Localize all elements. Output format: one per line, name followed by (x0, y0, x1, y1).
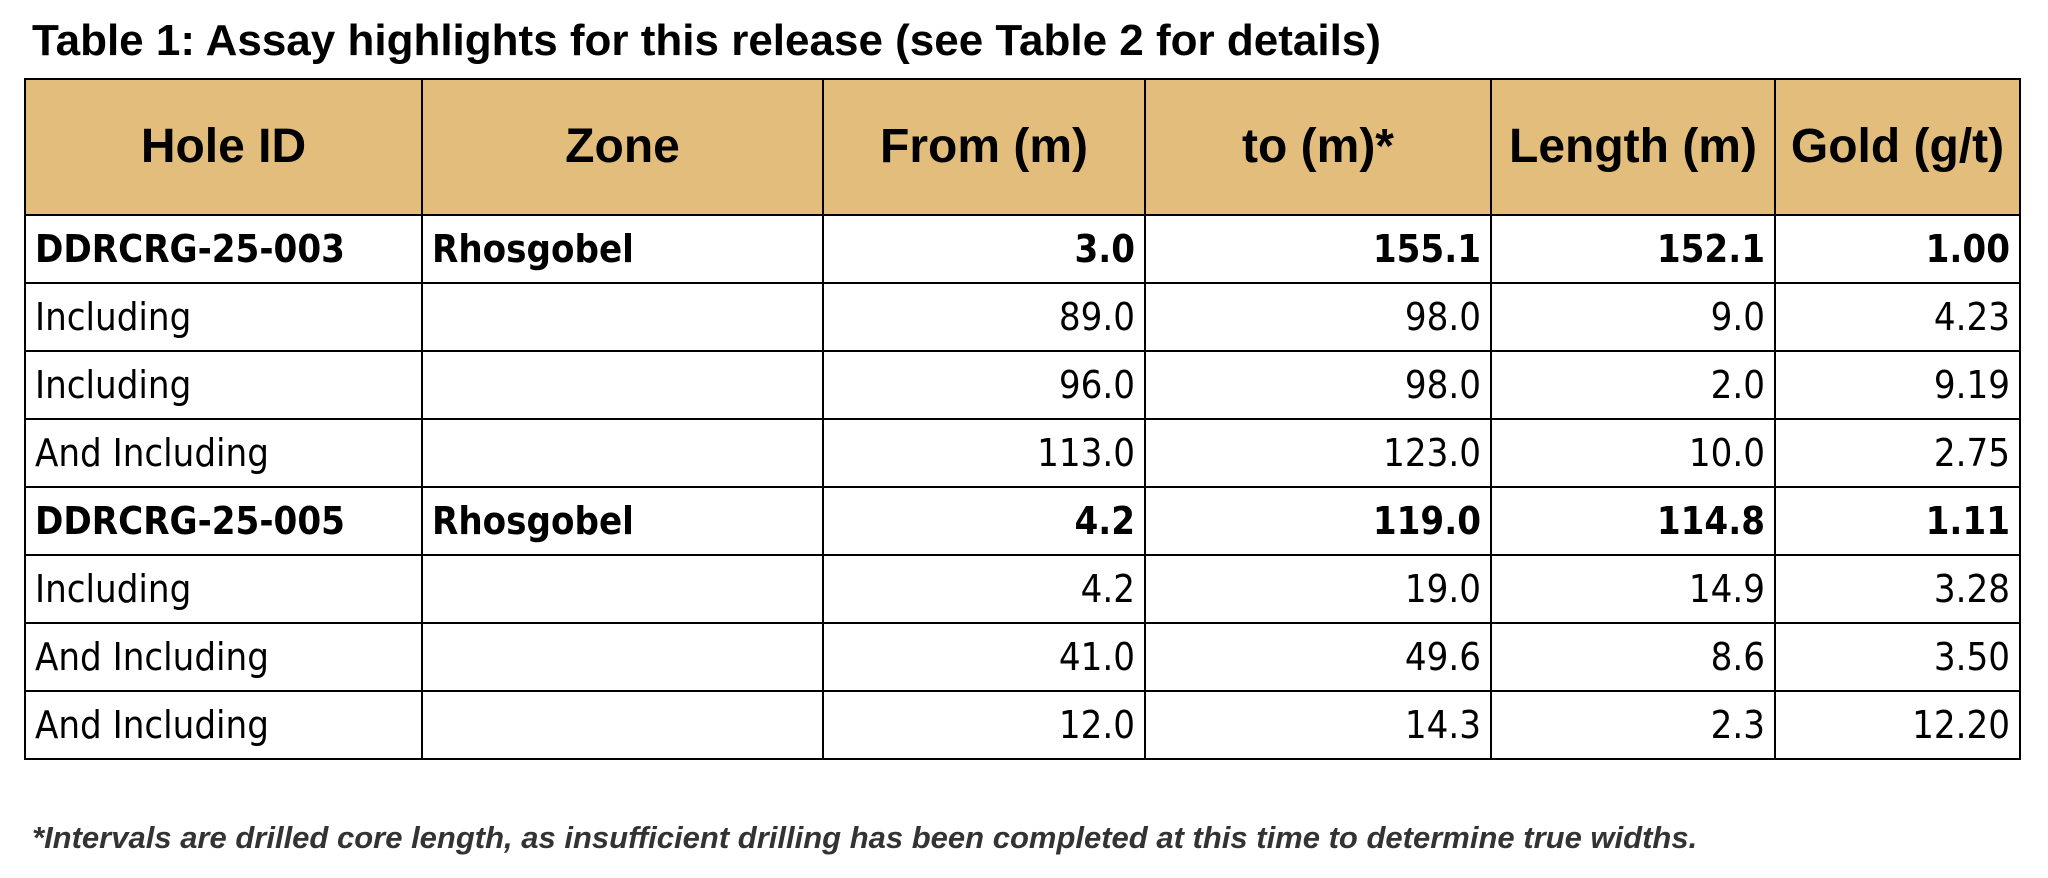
table-cell: 9.19 (1774, 350, 2021, 420)
table-cell: Including (24, 282, 423, 352)
header-cell: Zone (421, 78, 824, 216)
table-cell (421, 418, 824, 488)
table-cell: 3.50 (1774, 622, 2021, 692)
table-cell: Including (24, 554, 423, 624)
table-cell (421, 350, 824, 420)
table-row: Including 4.2 19.0 14.9 3.28 (24, 554, 2021, 624)
table-cell: Including (24, 350, 423, 420)
table-row: Including 96.0 98.0 2.0 9.19 (24, 350, 2021, 420)
table-cell: 14.3 (1144, 690, 1492, 760)
table-cell: 9.0 (1490, 282, 1776, 352)
table-cell (421, 622, 824, 692)
table-cell: 4.2 (822, 486, 1146, 556)
table-cell: Rhosgobel (421, 486, 824, 556)
header-row: Hole ID Zone From (m) to (m)* Length (m) Gold… (24, 78, 2021, 216)
header-cell: Hole ID (24, 78, 423, 216)
table-row: Including 89.0 98.0 9.0 4.23 (24, 282, 2021, 352)
table-row: DDRCRG-25-005 Rhosgobel 4.2 119.0 114.8 1.11 (24, 486, 2021, 556)
table-cell: 2.0 (1490, 350, 1776, 420)
header-cell: to (m)* (1144, 78, 1492, 216)
table-cell: 119.0 (1144, 486, 1492, 556)
table-cell: 113.0 (822, 418, 1146, 488)
table-cell (421, 554, 824, 624)
header-cell: From (m) (822, 78, 1146, 216)
assay-table: Hole ID Zone From (m) to (m)* Length (m) Gold… (24, 78, 2021, 760)
table-cell: 89.0 (822, 282, 1146, 352)
table-cell: Rhosgobel (421, 214, 824, 284)
header-cell: Length (m) (1490, 78, 1776, 216)
table-cell: 3.28 (1774, 554, 2021, 624)
table-cell: 4.23 (1774, 282, 2021, 352)
table-cell: 152.1 (1490, 214, 1776, 284)
table-row: And Including 113.0 123.0 10.0 2.75 (24, 418, 2021, 488)
table-cell (421, 282, 824, 352)
table-cell: DDRCRG-25-003 (24, 214, 423, 284)
table-cell: 10.0 (1490, 418, 1776, 488)
table-cell: 98.0 (1144, 282, 1492, 352)
table-row: And Including 12.0 14.3 2.3 12.20 (24, 690, 2021, 760)
table-cell: 12.0 (822, 690, 1146, 760)
table-cell: And Including (24, 690, 423, 760)
table-cell: And Including (24, 418, 423, 488)
table-cell: 2.75 (1774, 418, 2021, 488)
table-cell: 19.0 (1144, 554, 1492, 624)
table-cell: 14.9 (1490, 554, 1776, 624)
table-cell: 8.6 (1490, 622, 1776, 692)
table-cell: 155.1 (1144, 214, 1492, 284)
table-title: Table 1: Assay highlights for this relea… (32, 16, 1381, 65)
table-body: DDRCRG-25-003 Rhosgobel 3.0 155.1 152.1 1.00 I… (24, 214, 2021, 760)
table-cell: 2.3 (1490, 690, 1776, 760)
table-cell: 49.6 (1144, 622, 1492, 692)
table-row: And Including 41.0 49.6 8.6 3.50 (24, 622, 2021, 692)
table-cell: And Including (24, 622, 423, 692)
table-cell: 1.11 (1774, 486, 2021, 556)
table-cell: 41.0 (822, 622, 1146, 692)
table-cell: 96.0 (822, 350, 1146, 420)
table-cell: 123.0 (1144, 418, 1492, 488)
footnote: *Intervals are drilled core length, as i… (32, 820, 1698, 855)
table-cell: 1.00 (1774, 214, 2021, 284)
table-cell: DDRCRG-25-005 (24, 486, 423, 556)
table-cell: 12.20 (1774, 690, 2021, 760)
table-row: DDRCRG-25-003 Rhosgobel 3.0 155.1 152.1 1.00 (24, 214, 2021, 284)
table-cell: 3.0 (822, 214, 1146, 284)
table-cell: 98.0 (1144, 350, 1492, 420)
table-cell (421, 690, 824, 760)
table-cell: 4.2 (822, 554, 1146, 624)
header-cell: Gold (g/t) (1774, 78, 2021, 216)
table-cell: 114.8 (1490, 486, 1776, 556)
